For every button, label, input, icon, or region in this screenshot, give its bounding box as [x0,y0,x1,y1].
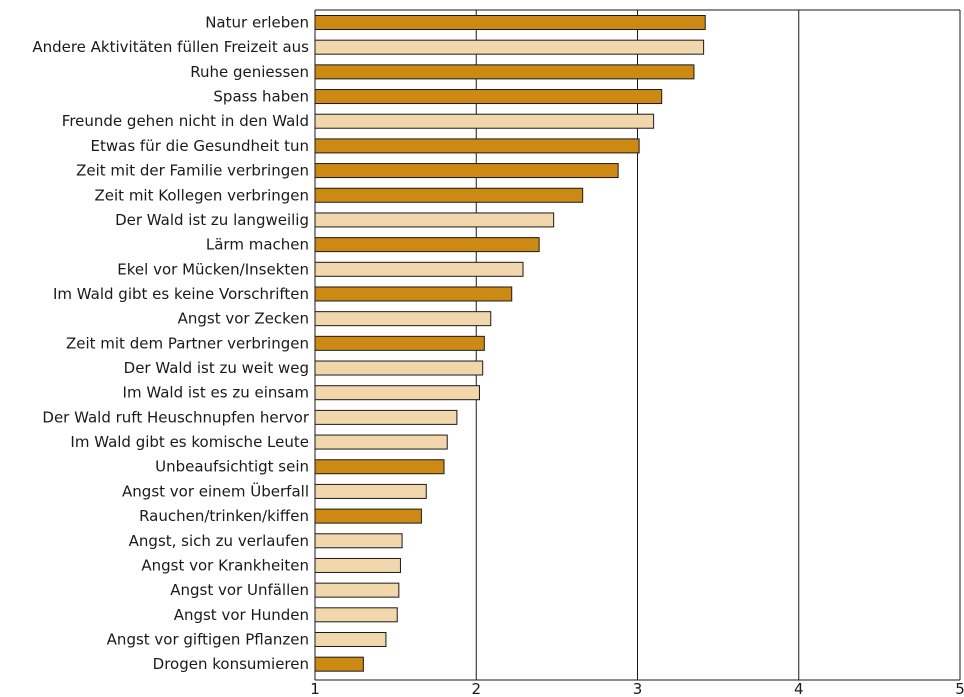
x-tick-label-4: 4 [794,680,804,697]
category-label-0: Natur erleben [205,14,309,32]
category-label-7: Zeit mit Kollegen verbringen [95,186,310,204]
bar-1 [314,39,705,55]
bar-12 [314,311,492,327]
category-label-8: Der Wald ist zu langweilig [115,211,309,229]
category-label-18: Unbeaufsichtigt sein [155,458,309,476]
category-label-22: Angst vor Krankheiten [141,556,309,574]
category-label-6: Zeit mit der Familie verbringen [76,162,309,180]
bar-3 [314,89,663,105]
bar-7 [314,187,584,203]
x-tick-label-2: 2 [471,680,481,697]
x-tick-label-3: 3 [633,680,643,697]
category-label-2: Ruhe geniessen [190,63,309,81]
category-label-14: Der Wald ist zu weit weg [124,359,309,377]
category-label-12: Angst vor Zecken [178,310,309,328]
bar-6 [314,163,619,179]
category-label-1: Andere Aktivitäten füllen Freizeit aus [32,38,309,56]
category-label-20: Rauchen/trinken/kiffen [139,507,309,525]
bar-21 [314,533,403,549]
bar-0 [314,15,706,30]
x-tick-label-1: 1 [310,680,320,697]
bar-11 [314,286,513,302]
category-label-10: Ekel vor Mücken/Insekten [117,260,309,278]
bar-14 [314,360,484,376]
bar-26 [314,656,364,672]
bar-2 [314,64,695,80]
bar-4 [314,113,655,129]
category-label-21: Angst, sich zu verlaufen [129,532,309,550]
category-label-25: Angst vor giftigen Pflanzen [107,631,309,649]
bar-18 [314,459,445,475]
bars [314,15,706,672]
bar-5 [314,138,640,154]
category-label-4: Freunde gehen nicht in den Wald [62,112,309,130]
bar-8 [314,212,555,228]
category-label-23: Angst vor Unfällen [170,581,309,599]
category-label-26: Drogen konsumieren [153,655,309,673]
category-label-13: Zeit mit dem Partner verbringen [66,334,309,352]
category-label-16: Der Wald ruft Heuschnupfen hervor [42,408,309,426]
bar-24 [314,607,398,623]
category-label-19: Angst vor einem Überfall [122,481,309,500]
category-label-9: Lärm machen [206,236,309,254]
bar-20 [314,508,422,524]
category-label-11: Im Wald gibt es keine Vorschriften [53,285,309,303]
category-label-5: Etwas für die Gesundheit tun [91,137,309,155]
bar-22 [314,557,401,573]
category-labels: Natur erleben Andere Aktivitäten füllen F… [32,14,310,674]
bar-13 [314,335,485,351]
bar-15 [314,385,480,401]
category-label-3: Spass haben [213,88,309,106]
x-tick-label-5: 5 [955,680,964,697]
bar-9 [314,237,540,253]
bar-25 [314,632,387,647]
bar-23 [314,582,400,598]
x-tick-labels: 1 2 3 4 5 [310,680,964,697]
bar-16 [314,409,458,425]
category-label-15: Im Wald ist es zu einsam [123,384,309,402]
bar-10 [314,261,524,277]
category-label-17: Im Wald gibt es komische Leute [70,433,309,451]
bar-17 [314,434,448,450]
bar-19 [314,483,427,499]
category-label-24: Angst vor Hunden [174,606,309,624]
